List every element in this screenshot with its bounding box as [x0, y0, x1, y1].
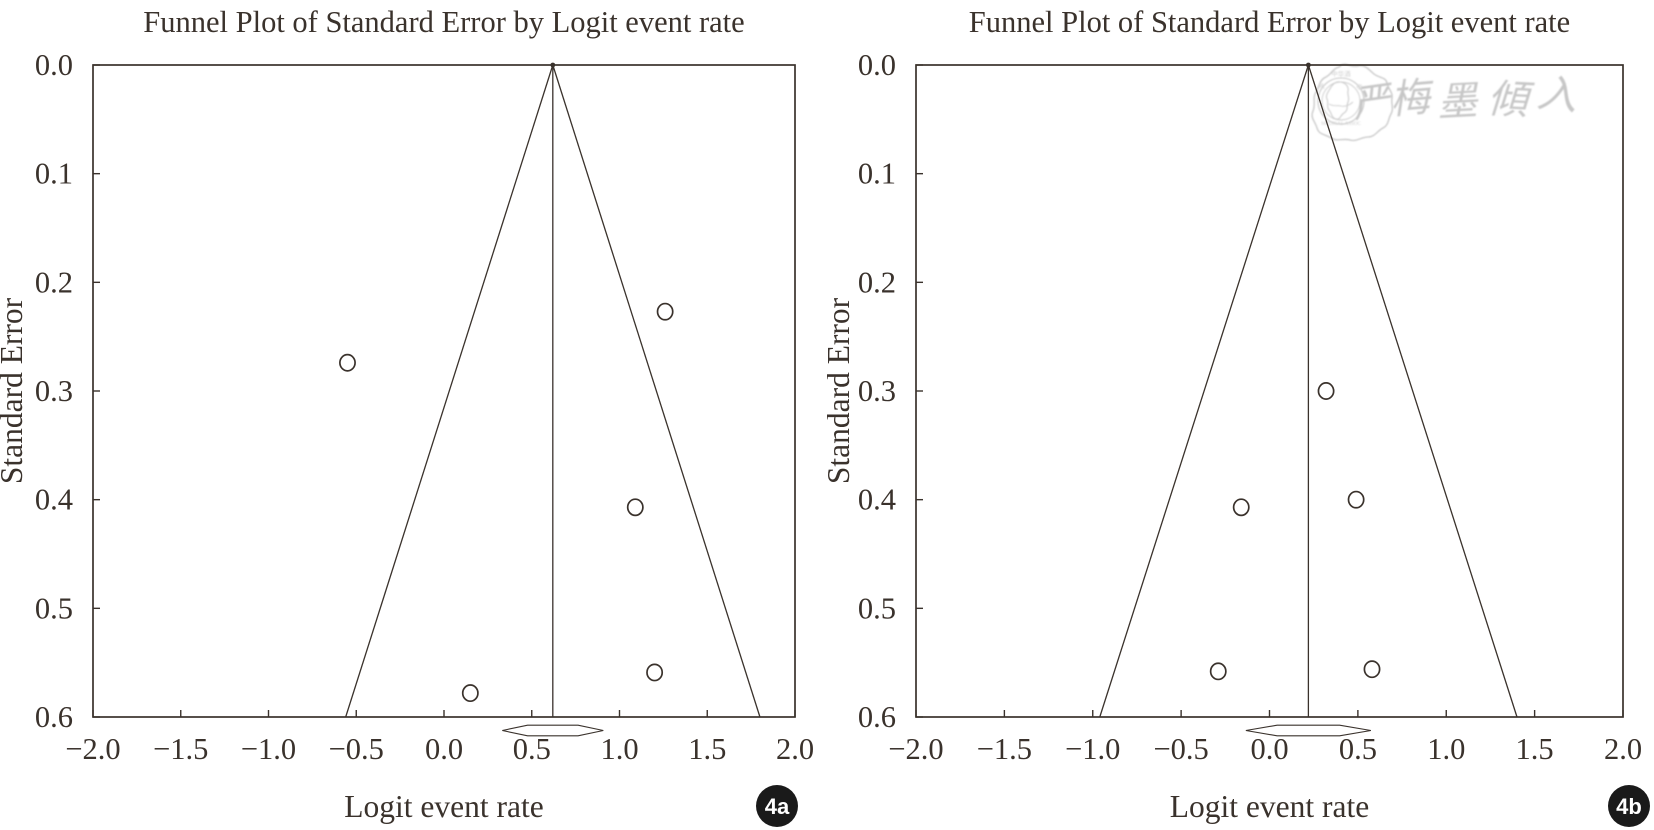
- svg-text:1.5: 1.5: [1516, 732, 1554, 766]
- svg-text:−0.5: −0.5: [329, 732, 384, 766]
- svg-text:−1.0: −1.0: [1065, 732, 1120, 766]
- svg-text:0.0: 0.0: [858, 48, 896, 82]
- svg-text:1.5: 1.5: [688, 732, 726, 766]
- svg-text:−2.0: −2.0: [65, 732, 120, 766]
- svg-text:0.1: 0.1: [35, 157, 73, 191]
- svg-text:−0.5: −0.5: [1153, 732, 1208, 766]
- svg-text:0.6: 0.6: [858, 700, 896, 734]
- svg-text:傾: 傾: [1487, 76, 1536, 123]
- svg-text:−2.0: −2.0: [888, 732, 943, 766]
- svg-text:0.1: 0.1: [858, 157, 896, 191]
- svg-text:0.5: 0.5: [1339, 732, 1377, 766]
- svg-text:Funnel Plot of Standard Error: Funnel Plot of Standard Error by Logit e…: [143, 5, 744, 39]
- svg-text:0.0: 0.0: [1250, 732, 1288, 766]
- svg-text:0.4: 0.4: [35, 483, 73, 517]
- svg-text:0.3: 0.3: [35, 374, 73, 408]
- svg-text:Standard Error: Standard Error: [827, 297, 856, 484]
- svg-text:0.0: 0.0: [35, 48, 73, 82]
- svg-text:0.2: 0.2: [858, 265, 896, 299]
- svg-text:0.0: 0.0: [425, 732, 463, 766]
- svg-text:0.5: 0.5: [35, 591, 73, 625]
- svg-text:Logit event rate: Logit event rate: [1170, 789, 1369, 824]
- svg-text:墨: 墨: [1436, 78, 1480, 125]
- svg-text:0.5: 0.5: [858, 591, 896, 625]
- svg-text:Standard Error: Standard Error: [0, 297, 29, 484]
- svg-text:Logit event rate: Logit event rate: [344, 789, 543, 824]
- svg-text:Funnel Plot of Standard Error: Funnel Plot of Standard Error by Logit e…: [969, 5, 1570, 39]
- svg-text:−1.0: −1.0: [241, 732, 296, 766]
- svg-text:2.0: 2.0: [776, 732, 814, 766]
- svg-text:−1.5: −1.5: [977, 732, 1032, 766]
- svg-text:梅: 梅: [1388, 74, 1437, 123]
- svg-text:入: 入: [1535, 70, 1579, 119]
- svg-text:中华酒: 中华酒: [1331, 69, 1351, 78]
- svg-text:0.3: 0.3: [858, 374, 896, 408]
- svg-text:0.2: 0.2: [35, 265, 73, 299]
- svg-text:4a: 4a: [765, 794, 790, 819]
- svg-text:1.0: 1.0: [600, 732, 638, 766]
- svg-text:4b: 4b: [1616, 794, 1642, 819]
- svg-text:0.5: 0.5: [513, 732, 551, 766]
- svg-text:2.0: 2.0: [1604, 732, 1642, 766]
- svg-text:1.0: 1.0: [1427, 732, 1465, 766]
- svg-text:−1.5: −1.5: [153, 732, 208, 766]
- svg-text:0.4: 0.4: [858, 483, 896, 517]
- svg-text:0.6: 0.6: [35, 700, 73, 734]
